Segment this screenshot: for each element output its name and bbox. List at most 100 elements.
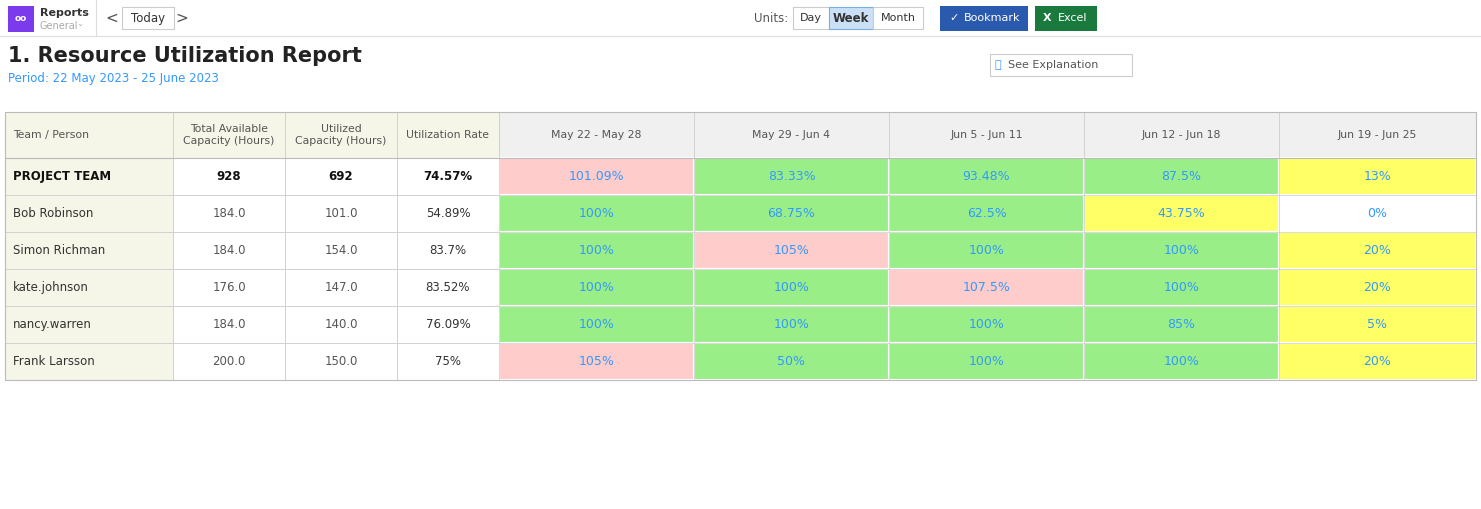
Text: 87.5%: 87.5%: [1161, 170, 1201, 183]
Text: 13%: 13%: [1364, 170, 1391, 183]
Bar: [121, 7, 173, 29]
Text: 100%: 100%: [579, 244, 615, 257]
Text: oo: oo: [15, 14, 27, 22]
Text: X: X: [1043, 13, 1052, 23]
Text: <: <: [105, 11, 118, 25]
Bar: [4, 158, 173, 195]
Text: Units:: Units:: [754, 12, 788, 24]
Bar: [792, 7, 829, 29]
Text: Bookmark: Bookmark: [964, 13, 1020, 23]
Text: 93.48%: 93.48%: [963, 170, 1010, 183]
Text: 176.0: 176.0: [212, 281, 246, 294]
Bar: [173, 195, 284, 232]
Text: Month: Month: [881, 13, 915, 23]
Text: 100%: 100%: [1164, 281, 1200, 294]
Bar: [284, 195, 397, 232]
Text: 76.09%: 76.09%: [425, 318, 471, 331]
Text: kate.johnson: kate.johnson: [13, 281, 89, 294]
Bar: [173, 343, 284, 380]
Bar: [284, 158, 397, 195]
Text: Team / Person: Team / Person: [13, 130, 89, 140]
Text: Period: 22 May 2023 - 25 June 2023: Period: 22 May 2023 - 25 June 2023: [7, 72, 219, 85]
Text: 100%: 100%: [773, 281, 810, 294]
Bar: [1084, 232, 1280, 269]
Bar: [1280, 232, 1477, 269]
Bar: [397, 306, 499, 343]
Bar: [695, 343, 889, 380]
Bar: [4, 269, 173, 306]
Text: 68.75%: 68.75%: [767, 207, 816, 220]
Text: Simon Richman: Simon Richman: [13, 244, 105, 257]
Bar: [989, 54, 1131, 76]
Text: 100%: 100%: [969, 318, 1004, 331]
Bar: [695, 269, 889, 306]
Bar: [173, 158, 284, 195]
Text: General: General: [40, 21, 78, 31]
Text: 184.0: 184.0: [212, 207, 246, 220]
Bar: [4, 232, 173, 269]
Bar: [695, 195, 889, 232]
Text: 107.5%: 107.5%: [963, 281, 1010, 294]
Bar: [397, 195, 499, 232]
Text: 928: 928: [216, 170, 241, 183]
Bar: [4, 195, 173, 232]
Bar: [173, 232, 284, 269]
Bar: [284, 306, 397, 343]
Text: >: >: [176, 11, 188, 25]
Text: Jun 12 - Jun 18: Jun 12 - Jun 18: [1142, 130, 1222, 140]
Bar: [889, 112, 1084, 158]
Text: Today: Today: [130, 12, 164, 24]
Bar: [1280, 306, 1477, 343]
Bar: [397, 158, 499, 195]
Bar: [1084, 343, 1280, 380]
Bar: [889, 269, 1084, 306]
Text: Frank Larsson: Frank Larsson: [13, 355, 95, 368]
Text: Bob Robinson: Bob Robinson: [13, 207, 93, 220]
Bar: [4, 112, 1477, 380]
Text: nancy.warren: nancy.warren: [13, 318, 92, 331]
Bar: [889, 306, 1084, 343]
Bar: [499, 112, 695, 158]
Text: 1. Resource Utilization Report: 1. Resource Utilization Report: [7, 46, 361, 66]
Text: 101.09%: 101.09%: [569, 170, 625, 183]
Bar: [1084, 158, 1280, 195]
Bar: [173, 269, 284, 306]
Bar: [1280, 158, 1477, 195]
Text: Excel: Excel: [1059, 13, 1087, 23]
Bar: [499, 195, 695, 232]
Bar: [499, 306, 695, 343]
Text: 200.0: 200.0: [212, 355, 246, 368]
Text: Jun 5 - Jun 11: Jun 5 - Jun 11: [951, 130, 1023, 140]
Text: 184.0: 184.0: [212, 318, 246, 331]
Bar: [397, 232, 499, 269]
Bar: [1280, 343, 1477, 380]
Text: Utilization Rate: Utilization Rate: [406, 130, 490, 140]
Text: 83.52%: 83.52%: [425, 281, 471, 294]
Text: 154.0: 154.0: [324, 244, 358, 257]
Bar: [284, 343, 397, 380]
Text: 100%: 100%: [969, 355, 1004, 368]
Text: 20%: 20%: [1364, 244, 1392, 257]
Text: 83.7%: 83.7%: [429, 244, 467, 257]
Text: 692: 692: [329, 170, 354, 183]
Bar: [7, 6, 34, 32]
Text: 20%: 20%: [1364, 355, 1392, 368]
Bar: [284, 112, 397, 158]
Bar: [1280, 112, 1477, 158]
Text: ⓘ: ⓘ: [995, 60, 1001, 70]
Bar: [284, 232, 397, 269]
Text: 100%: 100%: [579, 318, 615, 331]
Text: 100%: 100%: [579, 281, 615, 294]
Text: 43.75%: 43.75%: [1158, 207, 1206, 220]
Bar: [695, 112, 889, 158]
Bar: [4, 112, 173, 158]
Bar: [1084, 112, 1280, 158]
Text: 150.0: 150.0: [324, 355, 358, 368]
Text: 85%: 85%: [1167, 318, 1195, 331]
Bar: [499, 232, 695, 269]
Bar: [284, 269, 397, 306]
Bar: [695, 158, 889, 195]
Text: Utilized
Capacity (Hours): Utilized Capacity (Hours): [295, 124, 387, 146]
Text: May 29 - Jun 4: May 29 - Jun 4: [752, 130, 831, 140]
Text: See Explanation: See Explanation: [1009, 60, 1099, 70]
